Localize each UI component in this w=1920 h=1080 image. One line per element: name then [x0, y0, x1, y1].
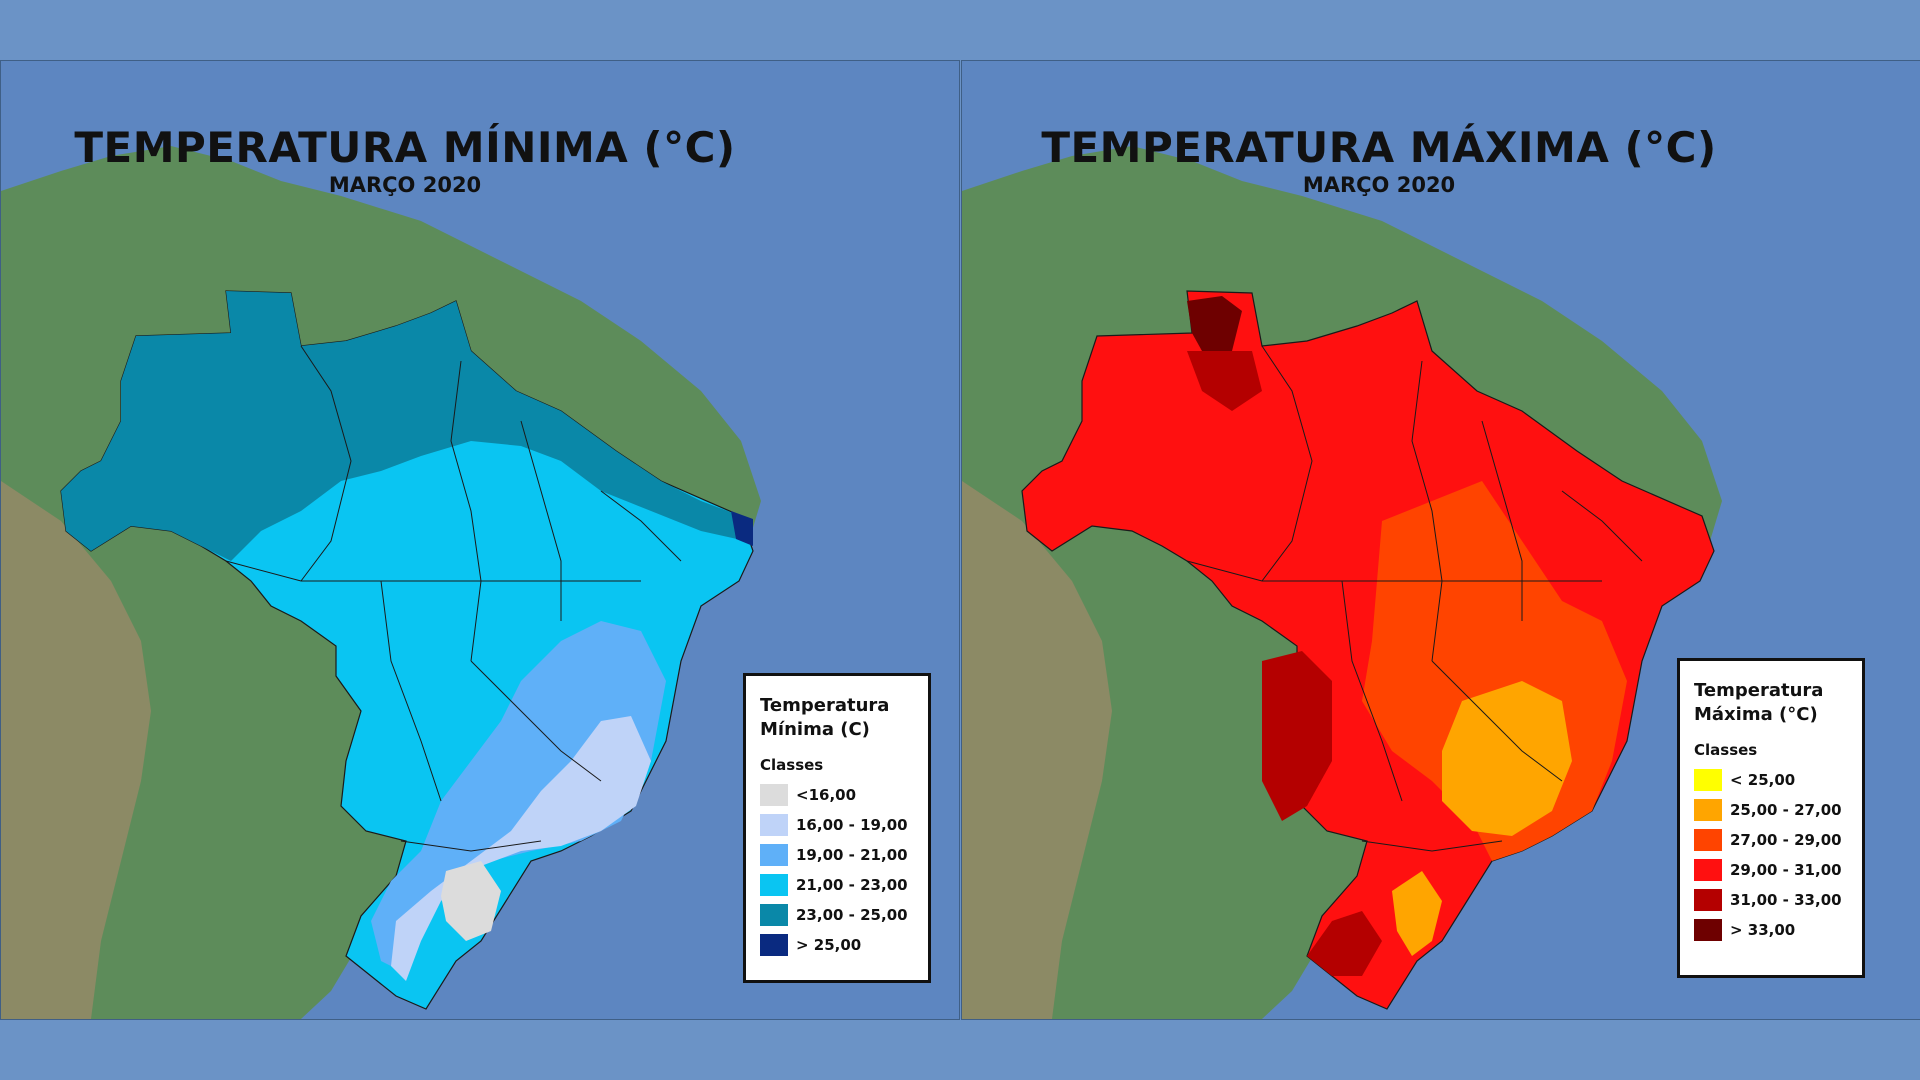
- legend-swatch: [760, 904, 788, 926]
- max-31-33-region-south: [1307, 911, 1382, 976]
- legend-classes-label: Classes: [760, 756, 824, 774]
- legend-item: < 25,00: [1694, 765, 1848, 795]
- min-above-25-region: [731, 511, 753, 546]
- legend-swatch: [760, 844, 788, 866]
- legend-max: Temperatura Máxima (°C) Classes < 25,00 2…: [1677, 658, 1865, 978]
- legend-label: 19,00 - 21,00: [796, 846, 908, 864]
- legend-item: 23,00 - 25,00: [760, 900, 914, 930]
- legend-item: 21,00 - 23,00: [760, 870, 914, 900]
- legend-label: 21,00 - 23,00: [796, 876, 908, 894]
- legend-item: <16,00: [760, 780, 914, 810]
- andes-region: [962, 481, 1112, 1019]
- legend-swatch: [760, 814, 788, 836]
- legend-item: 27,00 - 29,00: [1694, 825, 1848, 855]
- legend-min: Temperatura Mínima (C) Classes <16,00 16,…: [743, 673, 931, 983]
- legend-item: 31,00 - 33,00: [1694, 885, 1848, 915]
- legend-label: 16,00 - 19,00: [796, 816, 908, 834]
- min-23-25-region: [61, 291, 746, 561]
- andes-region: [1, 481, 151, 1019]
- legend-title-line1: Temperatura: [1694, 680, 1824, 701]
- legend-item: > 33,00: [1694, 915, 1848, 945]
- legend-classes-label: Classes: [1694, 741, 1758, 759]
- legend-label: 29,00 - 31,00: [1730, 861, 1842, 879]
- min-below-16-region: [441, 861, 501, 941]
- legend-label: 27,00 - 29,00: [1730, 831, 1842, 849]
- min-map-graphic: [1, 61, 959, 1019]
- legend-swatch: [1694, 829, 1722, 851]
- min-16-19-region: [391, 716, 651, 981]
- max-temperature-map: TEMPERATURA MÁXIMA (°C) MARÇO 2020 Tempe…: [961, 60, 1920, 1020]
- legend-swatch: [760, 874, 788, 896]
- legend-swatch: [1694, 889, 1722, 911]
- legend-items: < 25,00 25,00 - 27,00 27,00 - 29,00 29,00 -…: [1694, 765, 1848, 945]
- legend-item: 29,00 - 31,00: [1694, 855, 1848, 885]
- legend-label: 31,00 - 33,00: [1730, 891, 1842, 909]
- legend-item: 16,00 - 19,00: [760, 810, 914, 840]
- legend-swatch: [1694, 919, 1722, 941]
- state-borders: [225, 345, 682, 852]
- max-31-33-region-west: [1262, 651, 1332, 821]
- min-temperature-map: TEMPERATURA MÍNIMA (°C) MARÇO 2020 Tempe…: [0, 60, 960, 1020]
- legend-label: <16,00: [796, 786, 857, 804]
- max-31-33-region-north: [1187, 351, 1262, 411]
- legend-swatch: [1694, 769, 1722, 791]
- legend-items: <16,00 16,00 - 19,00 19,00 - 21,00 21,00 - …: [760, 780, 914, 960]
- legend-title-line2: Máxima (°C): [1694, 704, 1818, 725]
- legend-label: 23,00 - 25,00: [796, 906, 908, 924]
- max-25-27-region: [1442, 681, 1572, 836]
- legend-label: 25,00 - 27,00: [1730, 801, 1842, 819]
- map-subtitle: MARÇO 2020: [1302, 173, 1456, 197]
- legend-item: > 25,00: [760, 930, 914, 960]
- legend-label: > 33,00: [1730, 921, 1796, 939]
- legend-swatch: [760, 934, 788, 956]
- legend-swatch: [1694, 859, 1722, 881]
- state-borders: [1186, 345, 1643, 852]
- legend-item: 19,00 - 21,00: [760, 840, 914, 870]
- map-subtitle: MARÇO 2020: [328, 173, 482, 197]
- max-25-27-region-south: [1392, 871, 1442, 956]
- legend-label: < 25,00: [1730, 771, 1796, 789]
- legend-title-line1: Temperatura: [760, 695, 890, 716]
- legend-swatch: [1694, 799, 1722, 821]
- legend-title-line2: Mínima (C): [760, 719, 870, 740]
- legend-swatch: [760, 784, 788, 806]
- max-above-33-region: [1187, 296, 1242, 351]
- legend-label: > 25,00: [796, 936, 862, 954]
- max-map-graphic: [962, 61, 1920, 1019]
- map-title: TEMPERATURA MÍNIMA (°C): [74, 123, 736, 172]
- legend-item: 25,00 - 27,00: [1694, 795, 1848, 825]
- map-title: TEMPERATURA MÁXIMA (°C): [1041, 123, 1717, 172]
